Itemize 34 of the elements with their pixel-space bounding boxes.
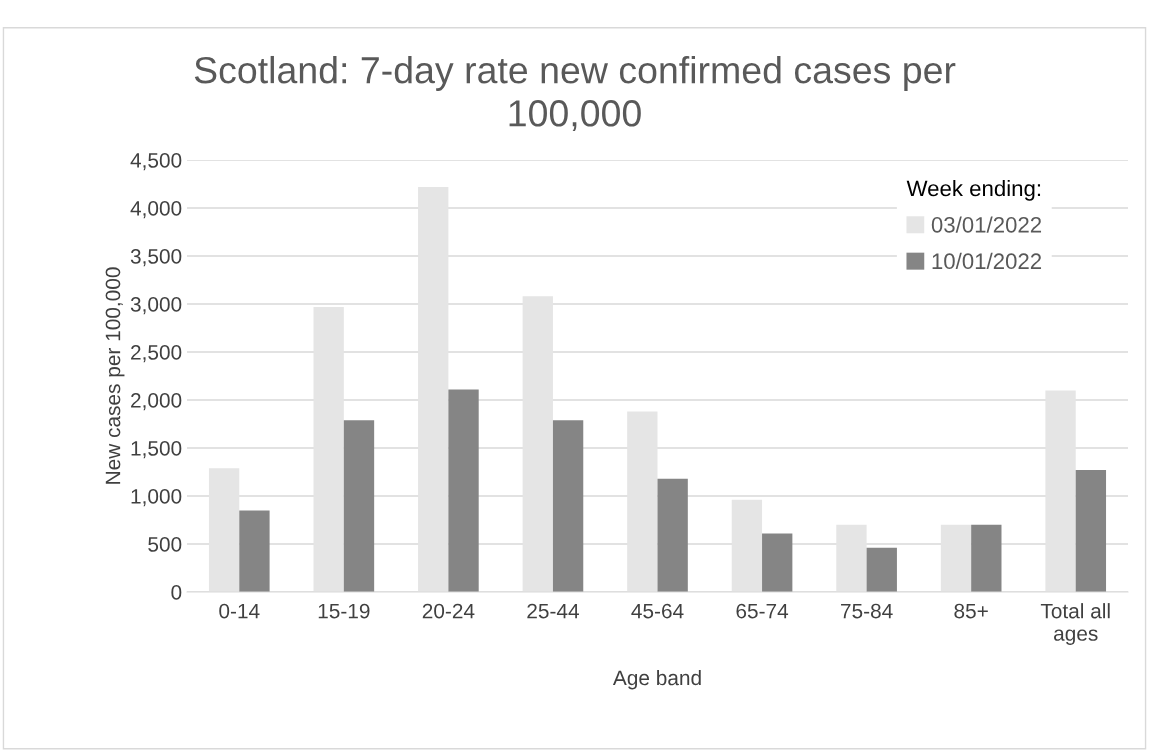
y-tick-label: 0 (171, 585, 182, 600)
y-tick-label: 3,500 (130, 249, 182, 267)
bar (657, 478, 688, 592)
y-tick-label: 1,000 (131, 489, 182, 507)
x-tick-label: 45-64 (631, 603, 684, 619)
y-tick-label: 4,000 (130, 201, 182, 219)
x-tick-label: 75-84 (841, 603, 893, 619)
bar (762, 533, 793, 592)
legend-label: 10/01/2022 (932, 252, 1042, 270)
bar (552, 420, 584, 592)
y-tick-label: 3,000 (130, 297, 182, 315)
x-tick-label: 20-24 (422, 603, 475, 619)
y-tick-label: 2,500 (131, 345, 182, 363)
x-tick-label: 65-74 (736, 603, 789, 619)
bar (1075, 470, 1107, 592)
x-tick-label: 85+ (954, 603, 988, 619)
y-axis-title: New cases per 100,000 (105, 267, 125, 484)
bar (343, 420, 375, 592)
x-tick-label: 0-14 (219, 603, 260, 619)
x-tick-label: 15-19 (318, 603, 370, 619)
y-tick-label: 4,500 (130, 153, 182, 171)
bar (239, 510, 270, 592)
x-tick-label: Total all ages (1040, 603, 1110, 645)
bar (866, 547, 897, 592)
y-tick-label: 1,500 (131, 441, 182, 459)
y-tick-label: 2,000 (131, 393, 182, 411)
bar (971, 524, 1002, 592)
x-axis-title: Age band (612, 669, 701, 690)
y-tick-label: 500 (148, 537, 182, 552)
bar (448, 389, 479, 592)
legend-label: 03/01/2022 (931, 216, 1042, 233)
chart-title: Scotland: 7-day rate new confirmed cases per 100,000 (194, 55, 956, 132)
x-tick-label: 25-44 (527, 603, 579, 619)
legend-title: Week ending: (906, 180, 1041, 201)
